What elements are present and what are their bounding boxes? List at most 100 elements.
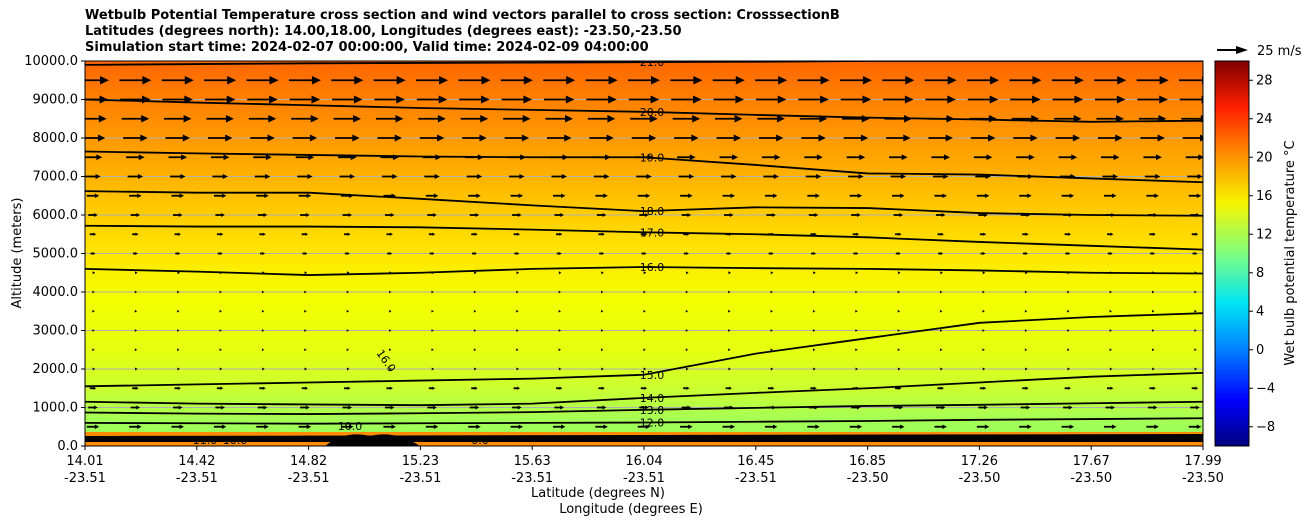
chart-title: Wetbulb Potential Temperature cross sect… xyxy=(85,8,840,23)
wind-arrow-head xyxy=(219,252,223,255)
wind-arrow-head xyxy=(1069,193,1075,198)
wind-arrow-head xyxy=(180,173,186,180)
wind-arrow-head xyxy=(561,193,566,198)
wind-arrow-head xyxy=(346,329,350,332)
wind-arrow-head xyxy=(686,271,689,275)
wind-arrow-head xyxy=(1067,348,1070,352)
wind-arrow-head xyxy=(982,271,986,275)
wind-arrow-head xyxy=(1024,290,1028,294)
wind-arrow-head xyxy=(942,193,947,198)
wind-arrow-head xyxy=(856,232,860,236)
wind-arrow-head xyxy=(389,367,392,371)
wind-arrow-head xyxy=(770,271,774,275)
wind-arrow-head xyxy=(728,367,731,371)
x-tick-label-lon: -23.51 xyxy=(735,471,777,486)
wind-arrow-head xyxy=(644,386,648,390)
wind-arrow-head xyxy=(855,309,858,313)
wind-arrow-head xyxy=(92,329,95,332)
wind-arrow-head xyxy=(1067,252,1071,255)
wind-arrow-head xyxy=(899,213,904,217)
wind-arrow-head xyxy=(222,173,228,180)
colorbar-tick-label: 24 xyxy=(1256,112,1273,127)
wind-arrow-head xyxy=(601,367,604,371)
wind-arrow-head xyxy=(982,348,985,352)
wind-arrow-head xyxy=(685,290,689,294)
wind-arrow-head xyxy=(862,95,872,104)
wind-arrow-head xyxy=(943,173,949,180)
wind-arrow-head xyxy=(1030,134,1038,142)
wind-arrow-head xyxy=(820,76,830,85)
wind-arrow-head xyxy=(904,95,914,104)
wind-arrow-head xyxy=(685,348,689,352)
wind-arrow-head xyxy=(134,290,138,294)
wind-arrow-head xyxy=(728,290,731,294)
wind-arrow-head xyxy=(940,309,943,313)
y-tick-label: 7000.0 xyxy=(33,170,79,185)
wind-arrow-head xyxy=(346,309,350,313)
wind-arrow-head xyxy=(643,348,646,352)
contour-label-16.0: 16.0 xyxy=(640,261,665,274)
wind-arrow-head xyxy=(940,232,944,236)
wind-arrow-head xyxy=(1195,386,1199,390)
x-axis-label-latitude: Latitude (degrees N) xyxy=(531,486,665,501)
colorbar xyxy=(1214,60,1250,447)
wind-arrow-head xyxy=(1071,154,1078,161)
wind-arrow-head xyxy=(346,367,350,371)
wind-arrow-head xyxy=(518,424,524,429)
contour-13.0 xyxy=(85,400,1203,415)
wind-arrow-head xyxy=(1194,348,1197,352)
wind-arrow-head xyxy=(94,424,100,429)
wind-arrow-head xyxy=(100,76,109,85)
contour-label-20.0: 20.0 xyxy=(640,106,665,119)
wind-arrow-head xyxy=(305,213,310,217)
wind-arrow-head xyxy=(137,193,142,198)
wind-arrow-head xyxy=(177,232,182,236)
wind-arrow-head xyxy=(304,309,307,313)
wind-arrow-head xyxy=(1072,134,1081,142)
wind-arrow-head xyxy=(940,252,944,255)
wind-arrow-head xyxy=(473,348,477,352)
wind-arrow-head xyxy=(134,348,138,352)
wind-arrow-head xyxy=(221,424,227,429)
wind-arrow-head xyxy=(390,213,395,217)
wind-arrow-head xyxy=(777,95,787,104)
wind-arrow-head xyxy=(897,367,901,371)
wind-arrow-head xyxy=(942,424,947,429)
wind-arrow-head xyxy=(813,271,816,275)
wind-arrow-head xyxy=(643,290,646,294)
wind-arrow-head xyxy=(438,95,448,104)
wind-arrow-head xyxy=(897,290,901,294)
wind-arrow-head xyxy=(516,290,519,294)
wind-arrow-head xyxy=(396,95,405,104)
wind-arrow-head xyxy=(897,329,901,332)
wind-arrow-head xyxy=(177,386,182,390)
wind-arrow-head xyxy=(565,95,575,104)
colorbar-tick-label: 4 xyxy=(1256,304,1264,319)
wind-arrow-head xyxy=(432,386,436,390)
wind-arrow-head xyxy=(135,367,138,371)
contour-label-extra: 11.0 xyxy=(193,434,218,447)
wind-arrow-head xyxy=(221,405,225,410)
wind-arrow-head xyxy=(812,309,816,313)
wind-arrow-head xyxy=(178,213,183,217)
contour-label-12.0: 12.0 xyxy=(640,417,665,430)
wind-arrow-head xyxy=(389,348,392,352)
wind-arrow-head xyxy=(474,252,477,255)
wind-arrow-head xyxy=(602,213,607,217)
wind-arrow-head xyxy=(1111,405,1115,410)
wind-arrow-head xyxy=(565,115,573,123)
wind-arrow-head xyxy=(517,386,521,390)
wind-arrow-head xyxy=(349,424,354,429)
wind-arrow-head xyxy=(1194,252,1198,255)
wind-arrow-head xyxy=(523,76,533,85)
wind-arrow-head xyxy=(601,348,604,352)
wind-arrow-head xyxy=(179,193,185,198)
wind-arrow-head xyxy=(519,173,525,180)
wind-arrow-head xyxy=(261,348,265,352)
wind-arrow-head xyxy=(221,193,227,198)
wind-arrow-head xyxy=(98,115,107,123)
colorbar-tick-label: 8 xyxy=(1256,266,1264,281)
wind-arrow-head xyxy=(431,309,434,313)
wind-arrow-head xyxy=(348,213,353,217)
wind-arrow-head xyxy=(770,252,774,255)
